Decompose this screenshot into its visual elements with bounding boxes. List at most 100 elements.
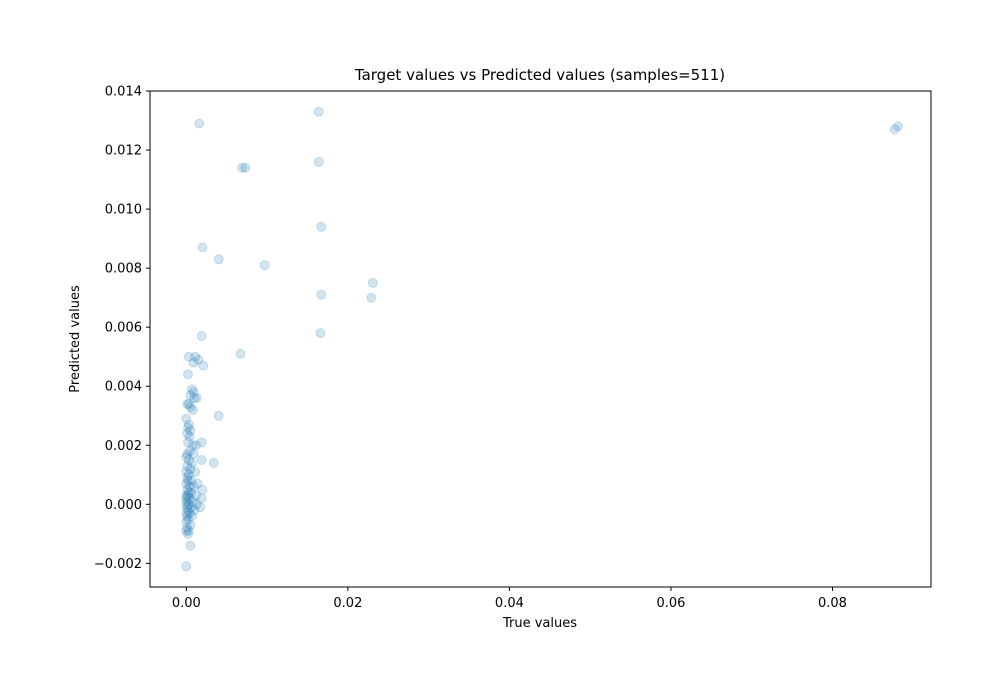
data-point-22: [183, 369, 193, 380]
data-point-65: [183, 487, 194, 498]
data-point-15: [196, 331, 207, 341]
data-point-68: [191, 490, 201, 501]
data-point-41: [187, 440, 198, 451]
data-point-12: [316, 289, 327, 300]
data-point-53: [190, 466, 201, 477]
chart-title: Target values vs Predicted values (sampl…: [354, 66, 725, 84]
data-point-59: [192, 478, 203, 489]
data-point-14: [315, 328, 326, 339]
data-point-31: [187, 404, 198, 415]
data-point-20: [188, 357, 199, 368]
data-point-5: [240, 162, 251, 173]
data-point-71: [196, 493, 207, 504]
data-point-9: [213, 254, 224, 265]
data-point-51: [182, 461, 193, 471]
y-tick-label: 0.010: [105, 203, 142, 218]
data-point-6: [313, 156, 324, 167]
data-point-4: [237, 162, 248, 173]
data-point-70: [184, 493, 195, 504]
data-point-2: [313, 106, 324, 117]
data-point-48: [183, 455, 194, 465]
data-point-0: [892, 121, 903, 132]
data-point-93: [183, 528, 193, 539]
plot-area-frame: [149, 90, 932, 588]
data-point-73: [187, 496, 198, 507]
data-point-49: [208, 458, 219, 468]
data-point-90: [182, 523, 193, 533]
data-point-61: [184, 481, 195, 492]
data-point-76: [183, 499, 194, 510]
data-point-55: [183, 469, 194, 480]
data-point-54: [181, 466, 192, 477]
data-point-30: [185, 401, 196, 412]
data-point-74: [182, 496, 193, 507]
data-point-33: [181, 413, 192, 424]
x-tick-label: 0.06: [656, 596, 685, 611]
y-tick-label: 0.014: [105, 85, 142, 100]
data-point-79: [195, 502, 206, 513]
data-point-89: [185, 520, 196, 530]
data-point-34: [183, 419, 194, 430]
data-point-28: [183, 399, 194, 409]
data-point-16: [235, 348, 246, 359]
data-point-56: [182, 472, 193, 483]
data-point-29: [182, 399, 193, 409]
data-point-80: [182, 502, 193, 513]
data-point-3: [194, 118, 205, 129]
data-point-1: [889, 124, 900, 135]
data-point-82: [189, 505, 200, 516]
data-point-10: [259, 260, 270, 271]
data-point-26: [189, 393, 200, 403]
data-point-25: [185, 390, 196, 401]
data-point-42: [191, 440, 201, 451]
x-tick-label: 0.04: [495, 596, 524, 611]
data-point-7: [316, 221, 327, 232]
data-point-85: [187, 511, 197, 522]
data-point-84: [181, 508, 192, 519]
data-point-40: [183, 437, 193, 448]
data-point-52: [185, 463, 196, 474]
y-tick-label: 0.012: [105, 144, 142, 159]
data-point-81: [183, 505, 193, 516]
x-tick-label: 0.00: [172, 596, 201, 611]
data-point-94: [185, 540, 196, 551]
data-point-50: [187, 458, 197, 468]
x-tick-label: 0.02: [333, 596, 362, 611]
data-point-19: [193, 354, 204, 365]
data-point-87: [183, 514, 193, 525]
data-point-46: [181, 452, 192, 463]
data-point-39: [196, 437, 207, 448]
data-point-64: [197, 484, 208, 495]
data-point-23: [187, 384, 197, 395]
data-point-11: [367, 277, 378, 288]
data-point-62: [188, 481, 199, 492]
y-tick-label: 0.008: [105, 262, 142, 277]
data-point-60: [181, 478, 192, 489]
data-point-45: [188, 449, 199, 460]
data-point-43: [184, 446, 195, 457]
data-point-24: [188, 387, 199, 398]
data-point-75: [191, 499, 202, 510]
data-point-86: [182, 511, 193, 522]
data-point-37: [182, 428, 193, 439]
data-point-13: [366, 292, 377, 303]
data-point-21: [198, 360, 209, 371]
data-point-66: [186, 487, 197, 498]
x-axis-label: True values: [502, 616, 577, 631]
data-point-63: [182, 484, 193, 495]
data-point-92: [183, 525, 194, 536]
axis-ticks: 0.00 0.02 0.04 0.06 0.08 −0.002 0.000 0.002 0.00…: [94, 85, 847, 612]
data-point-67: [181, 490, 192, 501]
data-point-17: [183, 351, 194, 362]
data-point-44: [182, 449, 193, 460]
data-point-58: [183, 475, 193, 486]
data-point-77: [181, 499, 192, 510]
data-point-88: [181, 517, 192, 527]
data-point-57: [186, 475, 197, 486]
data-point-47: [196, 455, 207, 465]
data-points: [181, 106, 903, 572]
y-tick-label: 0.000: [105, 498, 142, 513]
data-point-95: [181, 561, 192, 572]
data-point-27: [191, 393, 202, 403]
